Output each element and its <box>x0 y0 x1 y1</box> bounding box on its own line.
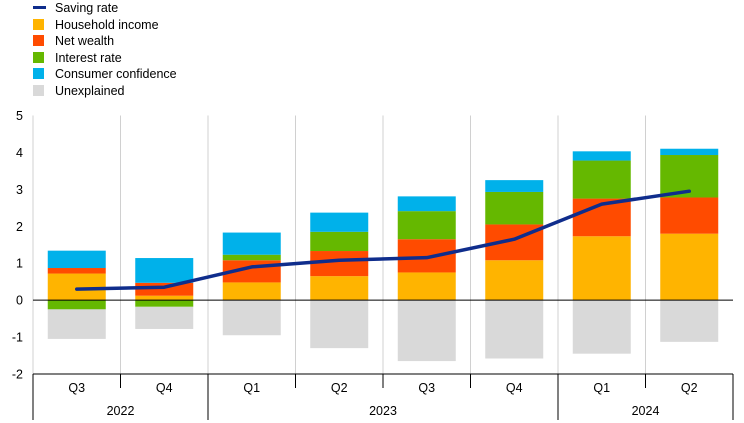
x-tick-label: Q2 <box>331 381 348 395</box>
bar-net-wealth <box>397 239 456 273</box>
bar-unexplained <box>47 309 106 339</box>
bar-consumer-confidence <box>222 232 281 255</box>
y-tick-label: 3 <box>16 183 23 197</box>
legend-label-interest-rate: Interest rate <box>55 50 122 65</box>
legend-label-net-wealth: Net wealth <box>55 34 115 49</box>
bar-interest-rate <box>572 160 631 199</box>
x-tick-label: Q4 <box>506 381 523 395</box>
bar-consumer-confidence <box>135 258 194 283</box>
chart-legend: Saving rate Household income Net wealth … <box>33 0 177 100</box>
bar-household-income <box>397 272 456 301</box>
bar-household-income <box>135 295 194 301</box>
y-tick-label: 1 <box>16 257 23 271</box>
legend-label-saving-rate: Saving rate <box>55 1 119 15</box>
bar-household-income <box>222 282 281 301</box>
x-tick-label: Q1 <box>593 381 610 395</box>
axis-layer: -2 -1 0 1 2 3 4 5 Q3 Q4 Q1 Q2 Q3 Q4 Q1 Q2 2022 2023 2024 <box>12 109 734 420</box>
legend-swatch-saving-rate <box>33 6 46 9</box>
bar-unexplained <box>660 300 719 342</box>
bar-unexplained <box>397 300 456 362</box>
bar-unexplained <box>135 306 194 329</box>
bar-household-income <box>310 276 369 301</box>
legend-swatch-household-income <box>33 18 44 30</box>
year-label: 2022 <box>107 404 135 418</box>
x-tick-label: Q2 <box>681 381 698 395</box>
bar-consumer-confidence <box>310 212 369 232</box>
x-tick-label: Q3 <box>68 381 85 395</box>
grid-layer <box>32 115 646 374</box>
bar-consumer-confidence <box>397 196 456 212</box>
bar-interest-rate <box>310 231 369 252</box>
bar-net-wealth <box>310 251 369 277</box>
bar-interest-rate <box>222 254 281 261</box>
bar-net-wealth <box>660 197 719 234</box>
y-tick-label: 0 <box>16 294 23 308</box>
legend-swatch-unexplained <box>33 84 44 96</box>
bar-unexplained <box>572 300 631 354</box>
legend-label-unexplained: Unexplained <box>55 83 125 98</box>
bar-consumer-confidence <box>485 180 544 192</box>
legend-item-saving-rate: Saving rate <box>33 0 177 17</box>
legend-label-consumer-confidence: Consumer confidence <box>55 67 177 82</box>
x-tick-label: Q1 <box>243 381 260 395</box>
bar-unexplained <box>310 300 369 349</box>
bar-household-income <box>660 233 719 301</box>
bar-net-wealth <box>47 268 106 274</box>
bar-household-income <box>572 236 631 301</box>
legend-swatch-interest-rate <box>33 51 44 63</box>
legend-item-household-income: Household income <box>33 17 177 34</box>
year-label: 2024 <box>632 404 660 418</box>
x-tick-label: Q4 <box>156 381 173 395</box>
legend-item-consumer-confidence: Consumer confidence <box>33 66 177 83</box>
legend-label-household-income: Household income <box>55 17 159 32</box>
bar-interest-rate <box>485 191 544 225</box>
legend-item-unexplained: Unexplained <box>33 83 177 100</box>
x-tick-label: Q3 <box>418 381 435 395</box>
y-tick-label: 2 <box>16 220 23 234</box>
bar-unexplained <box>222 300 281 336</box>
y-tick-label: 5 <box>16 109 23 123</box>
legend-item-net-wealth: Net wealth <box>33 33 177 50</box>
y-tick-label: 4 <box>16 146 23 160</box>
bar-interest-rate <box>135 300 194 307</box>
bar-consumer-confidence <box>572 151 631 161</box>
bar-interest-rate <box>47 300 106 310</box>
bar-household-income <box>485 260 544 301</box>
y-tick-label: -1 <box>12 331 23 345</box>
legend-item-interest-rate: Interest rate <box>33 50 177 67</box>
year-label: 2023 <box>369 404 397 418</box>
bar-consumer-confidence <box>660 148 719 156</box>
legend-swatch-net-wealth <box>33 35 44 47</box>
y-tick-label: -2 <box>12 368 23 382</box>
bar-household-income <box>47 273 106 301</box>
bar-interest-rate <box>397 211 456 240</box>
line-saving-rate <box>75 189 691 291</box>
line-layer <box>75 189 691 291</box>
bar-unexplained <box>485 300 544 359</box>
bar-consumer-confidence <box>47 250 106 269</box>
legend-swatch-consumer-confidence <box>33 68 44 80</box>
